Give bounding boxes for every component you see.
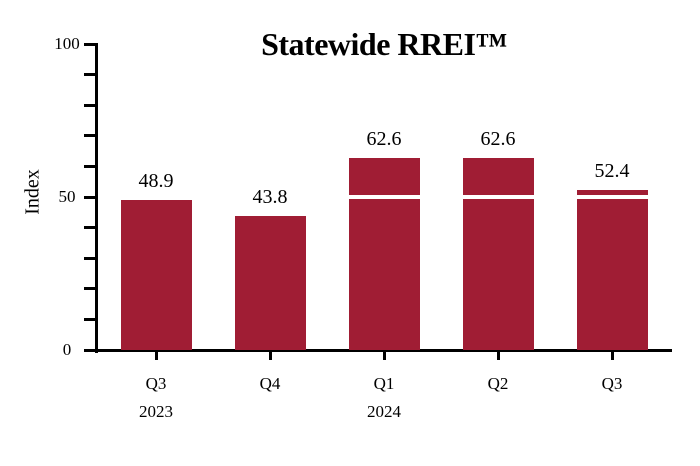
y-tick-label: 50 [58, 187, 76, 206]
x-tick-label: Q3 [145, 374, 167, 393]
y-tick [84, 134, 96, 138]
x-tick [496, 352, 500, 360]
y-tick-label: 100 [54, 34, 80, 53]
y-tick [84, 195, 96, 199]
y-tick [84, 73, 96, 77]
x-tick [610, 352, 614, 360]
bar-value-label: 62.6 [366, 128, 402, 151]
bar [120, 200, 192, 350]
chart-title: Statewide RREI™ [261, 26, 507, 62]
y-tick [84, 42, 96, 46]
x-tick-label: Q2 [487, 374, 509, 393]
x-tick [268, 352, 272, 360]
bar [234, 215, 306, 350]
y-tick-label: 0 [62, 340, 72, 359]
bar-value-label: 52.4 [594, 159, 630, 182]
y-tick [84, 256, 96, 260]
bar-value-label: 62.6 [480, 128, 516, 151]
x-year-label: 2024 [367, 402, 401, 421]
x-tick-label: Q4 [259, 374, 281, 393]
y-tick [84, 348, 96, 352]
reference-line-50 [98, 195, 672, 199]
bar [462, 158, 534, 350]
x-tick [382, 352, 386, 360]
y-tick [84, 226, 96, 230]
x-year-label: 2023 [139, 402, 173, 421]
bar [348, 158, 420, 350]
bar-value-label: 43.8 [252, 185, 288, 208]
bar [576, 189, 648, 350]
y-axis [95, 43, 98, 353]
x-tick-label: Q1 [373, 374, 395, 393]
x-tick-label: Q3 [601, 374, 623, 393]
y-tick [84, 317, 96, 321]
y-tick [84, 103, 96, 107]
x-axis [95, 349, 672, 352]
y-tick [84, 287, 96, 291]
bar-value-label: 48.9 [138, 170, 174, 193]
y-tick [84, 164, 96, 168]
x-tick [154, 352, 158, 360]
